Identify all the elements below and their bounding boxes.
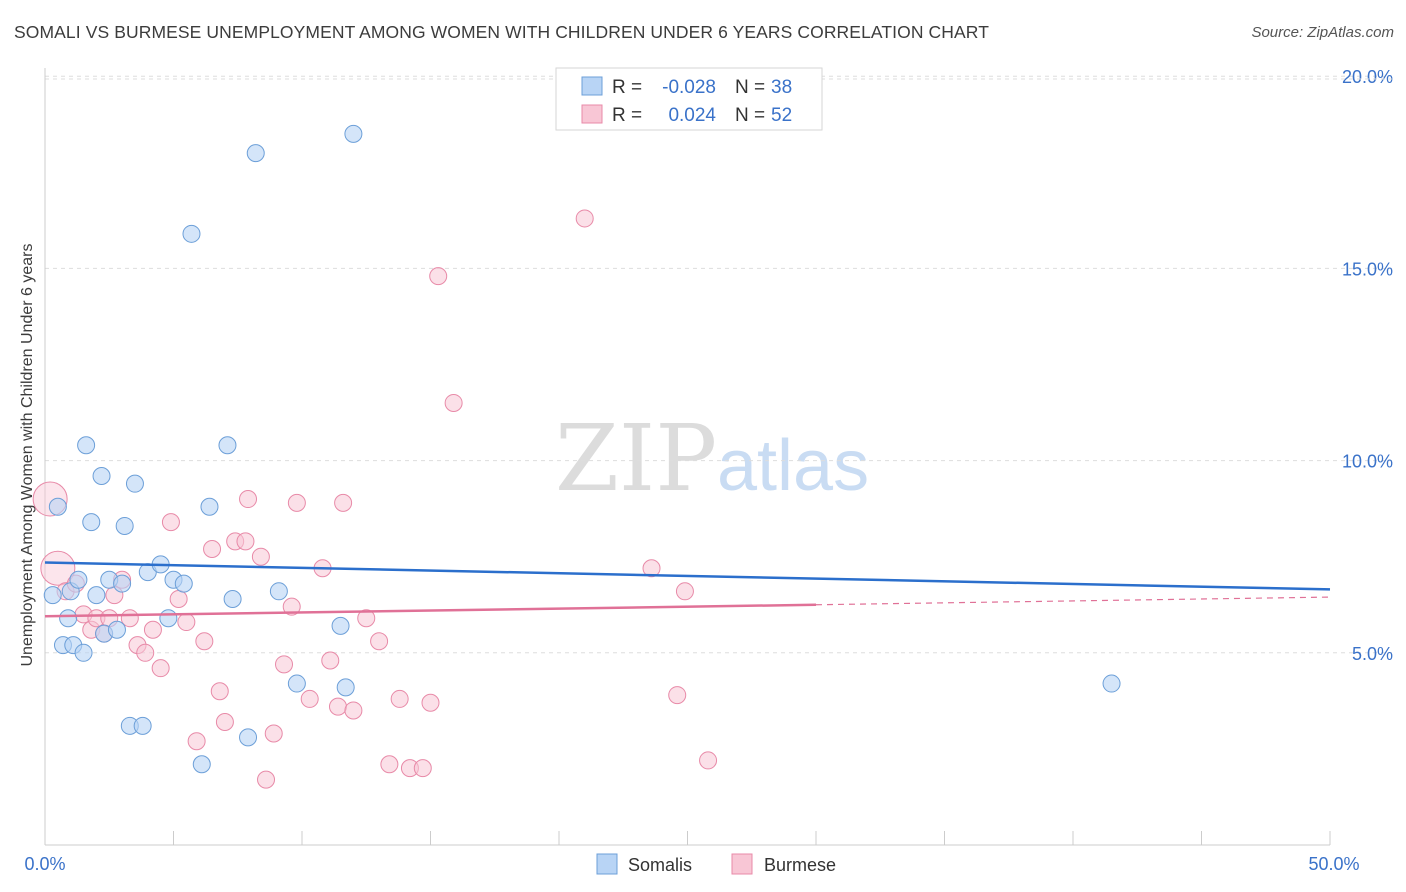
legend-r-label: R =	[612, 105, 642, 126]
burmese-point	[177, 613, 196, 632]
burmese-point	[169, 589, 188, 608]
burmese-point	[429, 267, 448, 286]
legend-r-value: -0.028	[662, 77, 716, 98]
burmese-point	[300, 689, 319, 708]
burmese-point	[282, 597, 301, 616]
burmese-point	[380, 755, 399, 774]
burmese-trend-line	[44, 603, 817, 618]
somali-point	[133, 716, 152, 735]
somali-point	[113, 574, 132, 593]
burmese-point	[264, 724, 283, 743]
somali-point	[174, 574, 193, 593]
burmese-point	[575, 209, 594, 228]
somali-point	[287, 674, 306, 693]
legend-r-label: R =	[612, 77, 642, 98]
burmese-point	[357, 609, 376, 628]
chart-source: Source: ZipAtlas.com	[1251, 24, 1394, 41]
x-tick-label: 50.0%	[1308, 854, 1359, 874]
watermark-atlas: atlas	[717, 426, 869, 506]
burmese-point	[239, 490, 258, 509]
legend-r-value: 0.024	[668, 105, 716, 126]
burmese-point	[151, 659, 170, 678]
somali-point	[125, 474, 144, 493]
burmese-point	[668, 686, 687, 705]
somali-point	[48, 497, 67, 516]
burmese-point	[413, 759, 432, 778]
burmese-point	[40, 550, 76, 586]
burmese-point	[143, 620, 162, 639]
somali-point	[182, 224, 201, 243]
burmese-point	[257, 770, 276, 789]
somali-point	[344, 124, 363, 143]
burmese-point	[344, 701, 363, 720]
burmese-point	[334, 493, 353, 512]
burmese-point	[236, 532, 255, 551]
somali-point	[200, 497, 219, 516]
legend-somalis-swatch	[596, 853, 618, 875]
burmese-trend-dashed	[815, 596, 1331, 606]
watermark-zip: ZIP	[555, 405, 717, 512]
somali-point	[223, 589, 242, 608]
burmese-point	[328, 697, 347, 716]
somali-point	[69, 570, 88, 589]
burmese-point	[275, 655, 294, 674]
series-legend: Somalis Burmese	[596, 853, 836, 875]
burmese-point	[251, 547, 270, 566]
x-tick-label: 0.0%	[24, 854, 65, 874]
burmese-point	[642, 559, 661, 578]
somali-point	[159, 609, 178, 628]
burmese-point	[287, 493, 306, 512]
somali-point	[43, 586, 62, 605]
somali-point	[59, 609, 78, 628]
somali-point	[74, 643, 93, 662]
y-tick-label: 20.0%	[1342, 67, 1393, 87]
somali-point	[77, 436, 96, 455]
legend-swatch	[581, 104, 603, 124]
somali-point	[92, 466, 111, 485]
somali-point	[1102, 674, 1121, 693]
legend-swatch	[581, 76, 603, 96]
somali-point	[239, 728, 258, 747]
legend-burmese-swatch	[731, 853, 753, 875]
legend-n-value: 52	[771, 105, 792, 126]
legend-burmese-label: Burmese	[764, 855, 836, 875]
burmese-point	[370, 632, 389, 651]
somali-point	[269, 582, 288, 601]
somali-point	[87, 586, 106, 605]
somali-point	[336, 678, 355, 697]
burmese-point	[321, 651, 340, 670]
somali-point	[192, 755, 211, 774]
legend-n-label: N =	[735, 105, 765, 126]
y-tick-label: 10.0%	[1342, 452, 1393, 472]
somali-point	[218, 436, 237, 455]
burmese-point	[161, 513, 180, 532]
burmese-point	[215, 712, 234, 731]
somali-point	[115, 516, 134, 535]
legend-somalis-label: Somalis	[628, 855, 692, 875]
burmese-point	[195, 632, 214, 651]
y-tick-label: 15.0%	[1342, 259, 1393, 279]
burmese-point	[390, 689, 409, 708]
somali-point	[82, 513, 101, 532]
burmese-point	[699, 751, 718, 770]
somali-trend-line	[44, 561, 1331, 591]
legend-n-value: 38	[771, 77, 792, 98]
burmese-point	[421, 693, 440, 712]
legend-n-label: N =	[735, 77, 765, 98]
somali-point	[107, 620, 126, 639]
chart-title: SOMALI VS BURMESE UNEMPLOYMENT AMONG WOM…	[14, 22, 989, 42]
burmese-point	[675, 582, 694, 601]
somali-point	[246, 144, 265, 163]
somali-point	[331, 616, 350, 635]
burmese-point	[187, 732, 206, 751]
burmese-point	[203, 540, 222, 559]
y-tick-label: 5.0%	[1352, 644, 1393, 664]
burmese-point	[444, 393, 463, 412]
correlation-legend: R = -0.028 N = 38 R = 0.024 N = 52	[555, 67, 823, 131]
burmese-point	[136, 643, 155, 662]
burmese-point	[210, 682, 229, 701]
